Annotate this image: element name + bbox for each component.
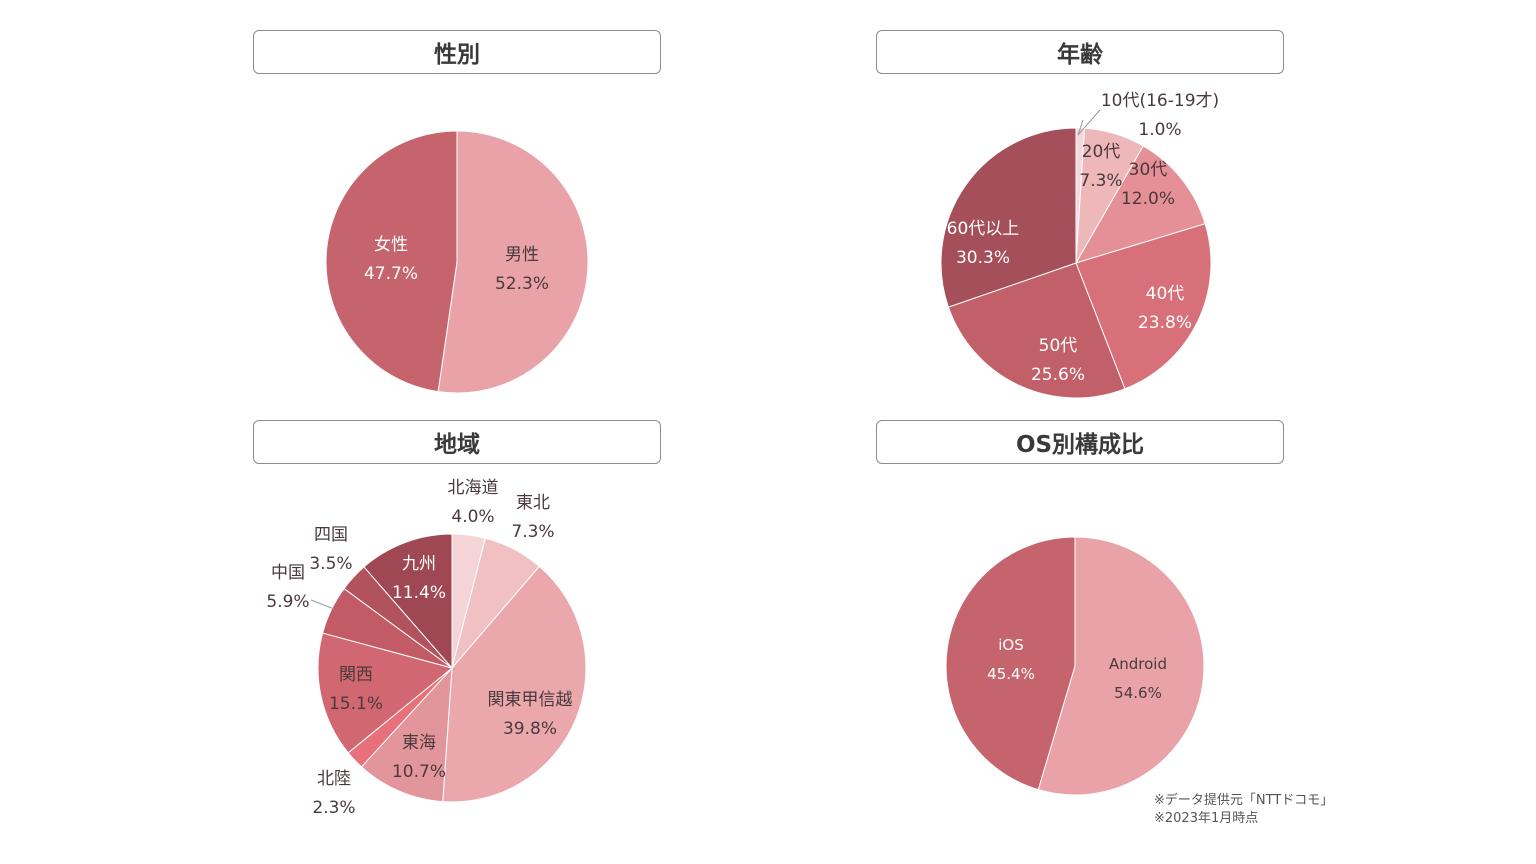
slice-label-0-0: 男性 xyxy=(505,245,539,265)
slice-label-2-8: 九州 xyxy=(402,554,436,574)
slice-label-1-3: 40代 xyxy=(1146,284,1185,304)
slice-value-3-1: 45.4% xyxy=(987,665,1035,683)
slice-label-0-1: 女性 xyxy=(374,235,408,255)
slice-value-2-8: 11.4% xyxy=(392,583,446,603)
slice-label-2-0: 北海道 xyxy=(448,478,499,498)
slice-value-2-6: 5.9% xyxy=(266,592,309,612)
panel-title-age: 年齢 xyxy=(876,30,1284,74)
pie-slice-1-5 xyxy=(940,127,1077,308)
footnote: ※データ提供元「NTTドコモ」 ※2023年1月時点 xyxy=(1154,792,1333,828)
slice-label-2-1: 東北 xyxy=(516,493,550,513)
panel-title-os: OS別構成比 xyxy=(876,420,1284,464)
pie-slice-1-2 xyxy=(1074,145,1206,264)
pie-slice-1-4 xyxy=(947,262,1126,399)
slice-value-3-0: 54.6% xyxy=(1114,684,1162,702)
panel-title-gender: 性別 xyxy=(253,30,661,74)
pie-slice-0-0 xyxy=(437,130,589,394)
slice-value-0-1: 47.7% xyxy=(364,264,418,284)
slice-label-1-5: 60代以上 xyxy=(947,219,1020,239)
leader-line-2-6 xyxy=(310,599,335,610)
pie-slice-0-1 xyxy=(325,130,458,393)
panel-title-region: 地域 xyxy=(253,420,661,464)
slice-label-1-4: 50代 xyxy=(1039,336,1078,356)
slice-value-1-2: 12.0% xyxy=(1121,189,1175,209)
pie-slice-1-3 xyxy=(1075,223,1212,390)
slice-label-1-1: 20代 xyxy=(1082,142,1121,162)
slice-label-1-0: 10代(16-19才) xyxy=(1101,91,1219,111)
leader-line-1-0 xyxy=(1077,109,1101,136)
slice-value-2-4: 2.3% xyxy=(312,798,355,818)
pie-slice-2-8 xyxy=(363,533,453,670)
slice-value-2-1: 7.3% xyxy=(511,522,554,542)
slice-value-1-5: 30.3% xyxy=(956,248,1010,268)
slice-value-2-0: 4.0% xyxy=(451,507,494,527)
slice-label-3-1: iOS xyxy=(998,636,1024,654)
slice-label-2-6: 中国 xyxy=(271,563,305,583)
slice-value-2-7: 3.5% xyxy=(309,554,352,574)
slice-value-2-3: 10.7% xyxy=(392,762,446,782)
pie-slice-3-1 xyxy=(945,536,1076,791)
footnote-source: ※データ提供元「NTTドコモ」 xyxy=(1154,793,1334,808)
pie-slice-3-0 xyxy=(1037,536,1205,796)
slice-value-2-2: 39.8% xyxy=(503,719,557,739)
slice-label-1-2: 30代 xyxy=(1129,160,1168,180)
pie-slice-2-2 xyxy=(442,565,587,803)
slice-label-2-7: 四国 xyxy=(314,525,348,545)
slice-value-1-4: 25.6% xyxy=(1031,365,1085,385)
slice-label-2-3: 東海 xyxy=(402,733,436,753)
pie-slice-2-3 xyxy=(360,666,453,803)
pie-slice-2-5 xyxy=(317,632,454,754)
slice-label-2-5: 関西 xyxy=(339,665,373,685)
slice-value-2-5: 15.1% xyxy=(329,694,383,714)
slice-value-1-3: 23.8% xyxy=(1138,313,1192,333)
slice-label-3-0: Android xyxy=(1109,655,1167,673)
slice-value-1-0: 1.0% xyxy=(1138,120,1181,140)
slice-label-2-2: 関東甲信越 xyxy=(488,690,573,710)
footnote-date: ※2023年1月時点 xyxy=(1154,811,1259,826)
slice-label-2-4: 北陸 xyxy=(317,769,351,789)
slice-value-0-0: 52.3% xyxy=(495,274,549,294)
slice-value-1-1: 7.3% xyxy=(1079,171,1122,191)
